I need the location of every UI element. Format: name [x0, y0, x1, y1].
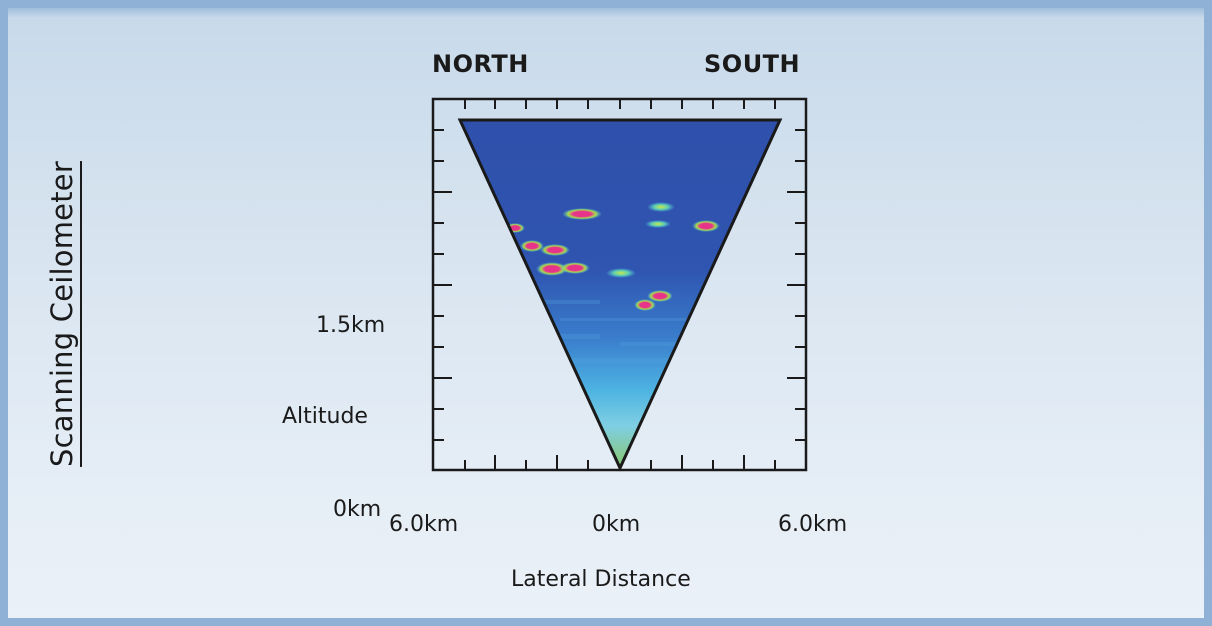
cloud-return: [645, 220, 671, 228]
right-tick-marks: [787, 129, 806, 441]
cloud-return: [560, 262, 590, 274]
lateral-axis-label: Lateral Distance: [511, 567, 691, 592]
scan-cone-outline: [457, 118, 783, 472]
cloud-return: [562, 208, 602, 220]
cloud-return: [692, 220, 720, 232]
altitude-tick-0km: 0km: [333, 497, 382, 522]
south-label: SOUTH: [704, 50, 801, 78]
cloud-return: [647, 202, 675, 212]
altitude-tick-1-5km: 1.5km: [316, 313, 386, 338]
cloud-return: [540, 244, 570, 256]
ceilometer-scan-plot: [431, 97, 808, 472]
lateral-tick-0km: 0km: [592, 512, 641, 537]
lateral-tick-south-6km: 6.0km: [778, 512, 848, 537]
diagram-title-text: Scanning Ceilometer: [45, 161, 79, 467]
cloud-return: [634, 299, 656, 311]
top-tick-marks: [464, 99, 776, 109]
lateral-tick-north-6km: 6.0km: [389, 512, 459, 537]
diagram-title: Scanning Ceilometer: [38, 108, 86, 520]
altitude-axis-label: Altitude: [282, 404, 368, 429]
cloud-return: [536, 262, 568, 276]
cloud-return: [520, 240, 544, 252]
cloud-return: [647, 290, 673, 302]
north-label: NORTH: [432, 50, 529, 78]
scan-cone: [460, 120, 780, 468]
left-tick-marks: [433, 129, 452, 441]
cloud-return: [606, 268, 636, 278]
